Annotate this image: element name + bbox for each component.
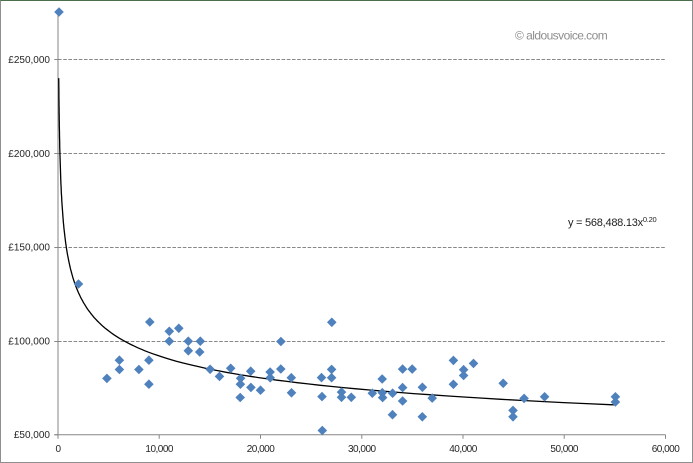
- svg-text:£250,000: £250,000: [8, 55, 50, 66]
- svg-text:y = 568,488.13x0.20: y = 568,488.13x0.20: [568, 215, 657, 229]
- svg-text:0: 0: [55, 444, 61, 455]
- svg-text:20,000: 20,000: [246, 444, 275, 455]
- svg-text:50,000: 50,000: [550, 444, 579, 455]
- svg-text:£200,000: £200,000: [8, 148, 50, 159]
- svg-text:£50,000: £50,000: [13, 430, 50, 441]
- svg-text:£150,000: £150,000: [8, 242, 50, 253]
- svg-text:10,000: 10,000: [145, 444, 174, 455]
- svg-text:© aldousvoice.com: © aldousvoice.com: [515, 28, 608, 42]
- svg-text:60,000: 60,000: [651, 444, 680, 455]
- svg-text:40,000: 40,000: [449, 444, 478, 455]
- svg-text:30,000: 30,000: [348, 444, 377, 455]
- svg-text:£100,000: £100,000: [8, 336, 50, 347]
